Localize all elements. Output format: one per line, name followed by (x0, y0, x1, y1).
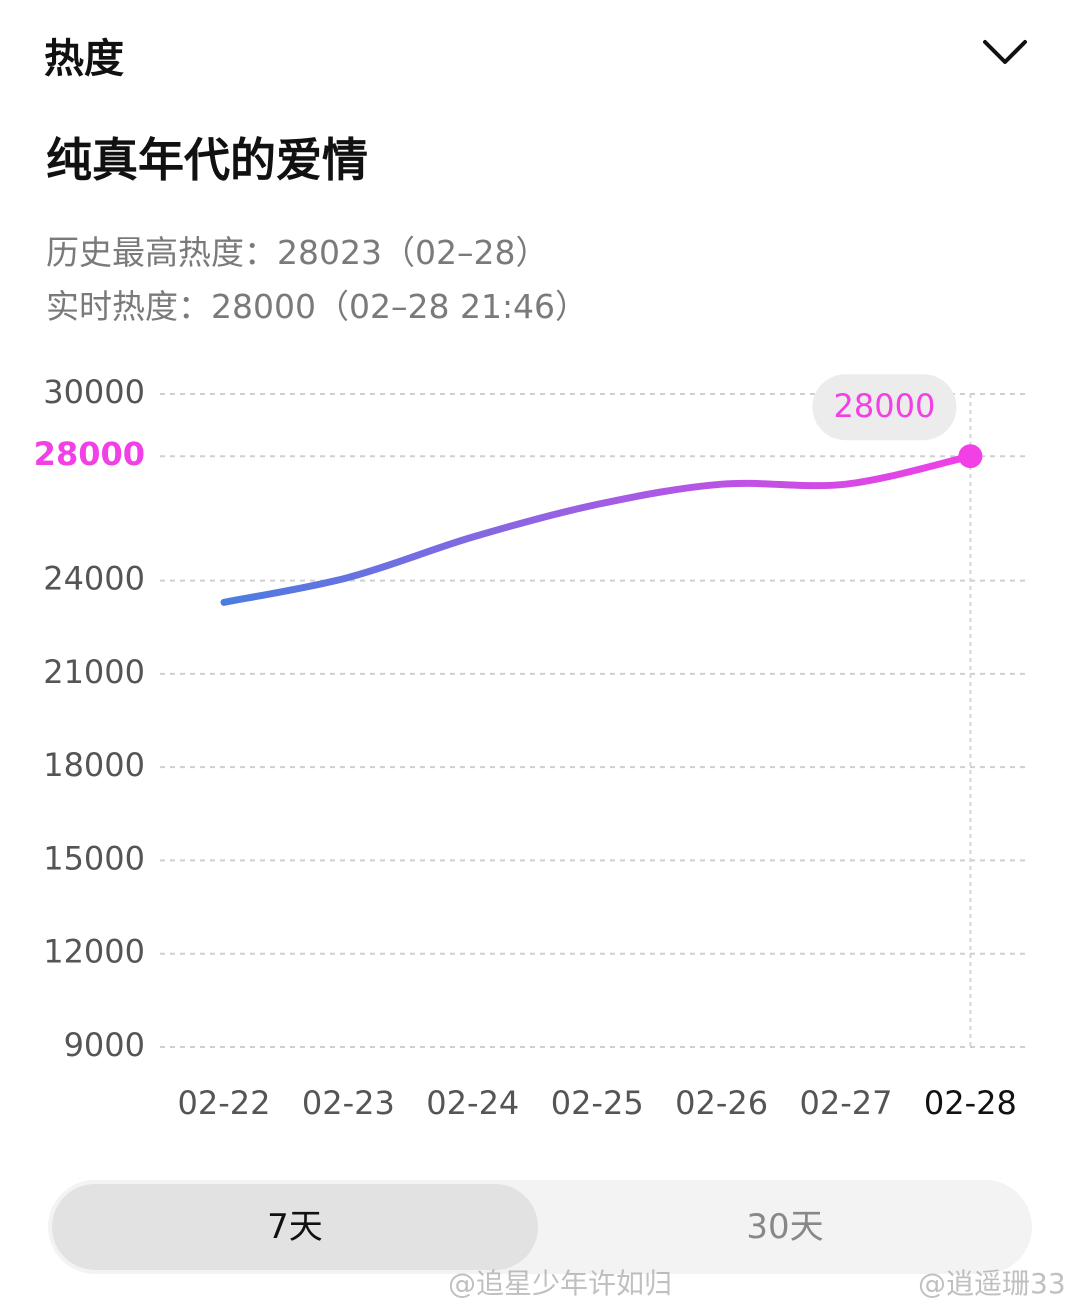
info-line: 实时热度：28000（02–28 21:46） (46, 287, 589, 326)
header-title: 热度 (44, 36, 124, 82)
page-title: 纯真年代的爱情 (46, 133, 368, 187)
tooltip-value: 28000 (834, 387, 936, 425)
x-tick-label: 02-25 (551, 1084, 644, 1122)
chart: 9000 12000 15000 18000 21000 24000 28000 30000 0… (34, 373, 1030, 1122)
watermark: @逍遥珊33 (918, 1267, 1066, 1300)
y-tick-label: 28000 (34, 435, 145, 473)
x-tick-label: 02-28 (924, 1084, 1017, 1122)
collapse-button[interactable] (980, 34, 1030, 68)
y-tick-label: 30000 (43, 373, 145, 411)
y-tick-label: 15000 (43, 839, 145, 877)
current-point (958, 444, 983, 469)
x-tick-label: 02-24 (426, 1084, 519, 1122)
y-tick-label: 21000 (43, 653, 145, 691)
range-tabs: 7天 30天 (48, 1180, 1032, 1274)
y-tick-label: 18000 (43, 746, 145, 784)
tooltip-bubble (812, 374, 957, 441)
range-tab[interactable]: 7天 (52, 1184, 538, 1270)
x-tick-label: 02-22 (178, 1084, 271, 1122)
watermark: @追星少年许如归 (448, 1267, 673, 1300)
info-line: 历史最高热度：28023（02–28） (46, 233, 549, 272)
y-tick-label: 9000 (64, 1026, 145, 1064)
series-line (220, 452, 974, 606)
range-tab[interactable]: 30天 (746, 1207, 824, 1247)
x-tick-label: 02-26 (675, 1084, 768, 1122)
x-tick-label: 02-27 (800, 1084, 893, 1122)
y-tick-label: 24000 (43, 560, 145, 598)
y-tick-label: 12000 (43, 933, 145, 971)
x-tick-label: 02-23 (302, 1084, 395, 1122)
